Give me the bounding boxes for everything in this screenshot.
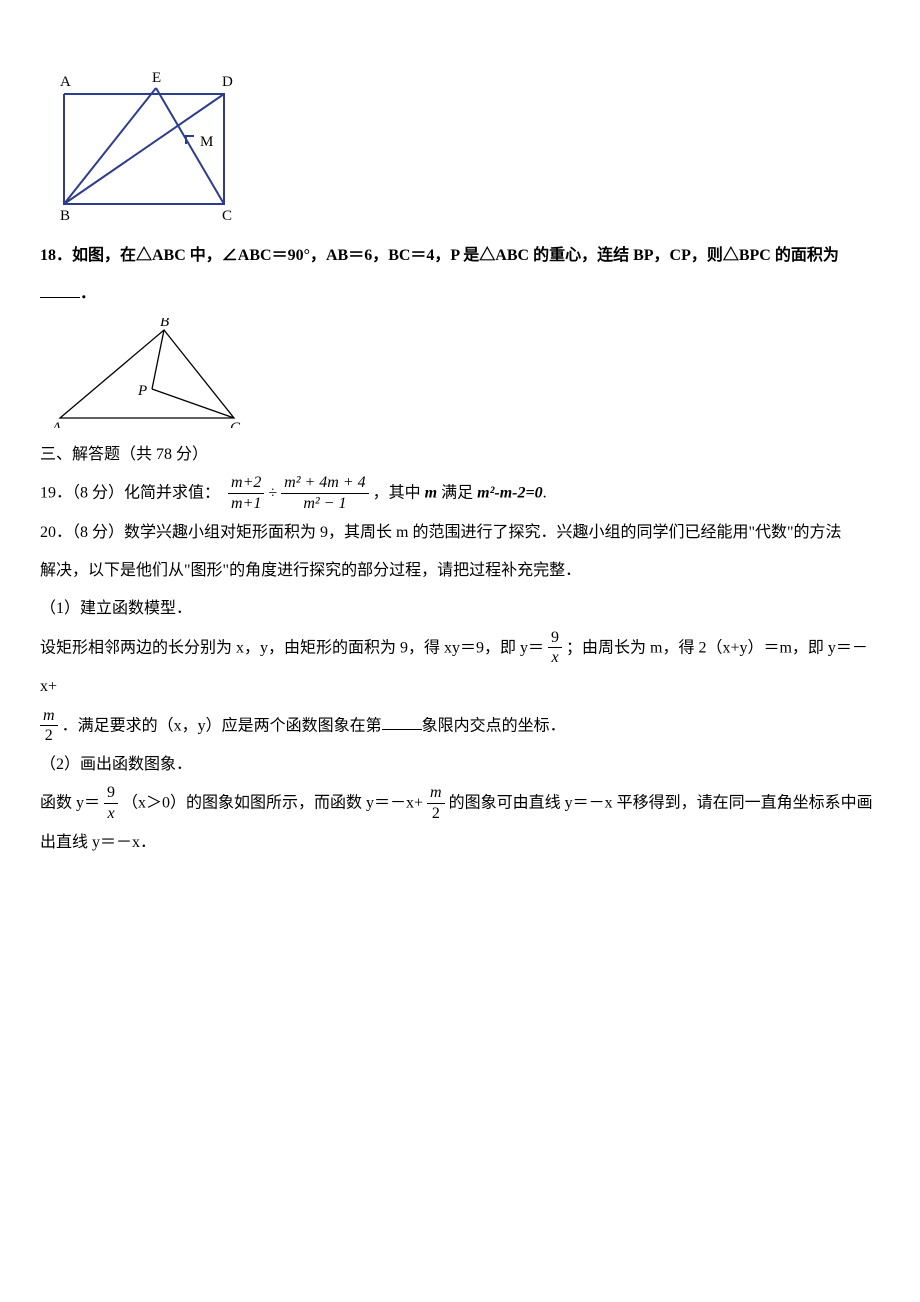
svg-text:A: A [60,74,71,90]
q19-eq: m²-m-2=0 [477,485,542,502]
q19-end: . [543,485,547,502]
q20-fracm2-2: m 2 [427,784,445,823]
q20-frac9x-1-den: x [548,648,562,668]
figure-q17: A D B C E M [46,64,880,229]
svg-text:A: A [51,420,62,428]
q19-frac2-num: m² + 4m + 4 [281,474,369,493]
q19-frac1-num: m+2 [228,474,264,493]
q18-text: 18．如图，在△ABC 中，∠ABC＝90°，AB＝6，BC＝4，P 是△ABC… [40,237,880,275]
q20-frac9x-2: 9 x [104,784,118,823]
q20-fracm2-2-num: m [427,784,445,803]
q20-l5: 函数 y＝ 9 x （x＞0）的图象如图所示，而函数 y＝－x+ m 2 的图象… [40,784,880,823]
q20-fracm2-2-den: 2 [427,804,445,824]
q20-frac9x-2-num: 9 [104,784,118,803]
q20-l4a: ．满足要求的（x，y）应是两个函数图象在第 [62,717,382,734]
q19-frac2-den: m² − 1 [281,494,369,514]
q20-l4b: 象限内交点的坐标． [422,717,566,734]
q20-p1: （1）建立函数模型． [40,590,880,628]
q20-fracm2-1: m 2 [40,707,58,746]
svg-q17: A D B C E M [46,64,236,229]
svg-text:B: B [160,318,169,330]
q20-frac9x-1: 9 x [548,629,562,668]
svg-text:D: D [222,74,233,90]
q18-answer-blank [40,281,80,298]
q20-l5a: 函数 y＝ [40,795,100,812]
q19-frac2: m² + 4m + 4 m² − 1 [281,474,369,513]
q19-op: ÷ [268,485,277,502]
q20-l3: 设矩形相邻两边的长分别为 x，y，由矩形的面积为 9，得 xy＝9，即 y＝ 9… [40,629,880,707]
svg-text:E: E [152,70,161,86]
section3-heading: 三、解答题（共 78 分） [40,436,880,474]
svg-q18: A C B P [46,318,256,428]
q19-frac1-den: m+1 [228,494,264,514]
q19-line: 19．（8 分）化简并求值： m+2 m+1 ÷ m² + 4m + 4 m² … [40,474,880,513]
q19-prefix: 19．（8 分）化简并求值： [40,485,220,502]
q20-frac9x-2-den: x [104,804,118,824]
figure-q18: A C B P [46,318,880,428]
q19-mid: ，其中 [373,485,425,502]
q20-l5c: 的图象可由直线 y＝－x 平移得到，请在同一直角坐标系中画 [449,795,873,812]
q20-l5b: （x＞0）的图象如图所示，而函数 y＝－x+ [122,795,423,812]
q20-fracm2-1-num: m [40,707,58,726]
q18-blank-line: ． [40,275,880,313]
svg-text:C: C [230,420,241,428]
q20-l6: 出直线 y＝－x． [40,824,880,862]
svg-text:M: M [200,134,213,150]
q19-mvar: m [425,485,437,502]
q18-prefix: 18．如图，在△ABC 中，∠ABC＝90°，AB＝6，BC＝4，P 是△ABC… [40,247,839,264]
q20-p2: （2）画出函数图象． [40,746,880,784]
q20-l2: 解决，以下是他们从"图形"的角度进行探究的部分过程，请把过程补充完整． [40,552,880,590]
q20-l4: m 2 ．满足要求的（x，y）应是两个函数图象在第 象限内交点的坐标． [40,707,880,746]
q20-l1: 20．（8 分）数学兴趣小组对矩形面积为 9，其周长 m 的范围进行了探究．兴趣… [40,514,880,552]
q20-frac9x-1-num: 9 [548,629,562,648]
q20-l3a: 设矩形相邻两边的长分别为 x，y，由矩形的面积为 9，得 xy＝9，即 y＝ [40,639,544,656]
svg-text:P: P [137,383,147,399]
q19-frac1: m+2 m+1 [228,474,264,513]
q20-fracm2-1-den: 2 [40,726,58,746]
svg-text:B: B [60,208,70,224]
q19-satisfy: 满足 [437,485,477,502]
svg-text:C: C [222,208,232,224]
q18-suffix: ． [80,285,96,302]
q20-quadrant-blank [382,713,422,730]
